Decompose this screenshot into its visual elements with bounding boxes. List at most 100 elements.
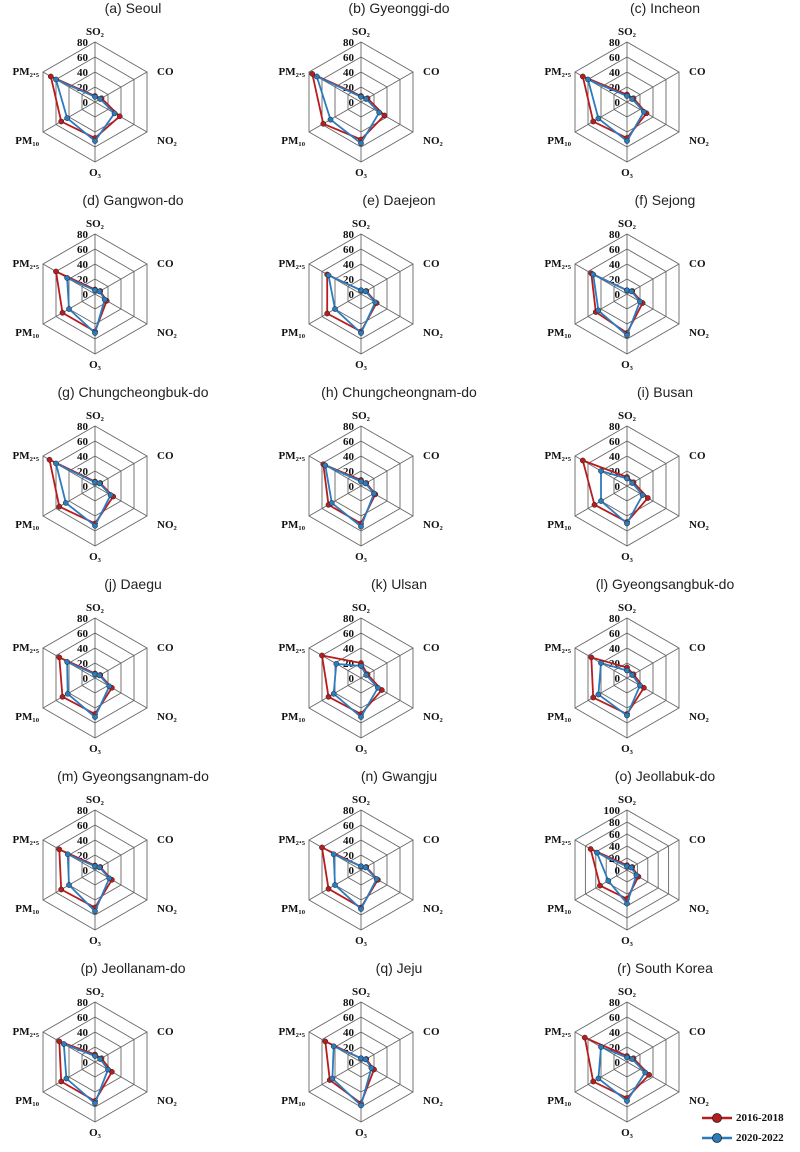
radar-panel-south-korea: (r) South Korea 0 20 40 60 80 SO₂ CO NO₂ O₃ PM₁₀ PM… xyxy=(532,960,798,1152)
series-2020-2022 xyxy=(329,1043,375,1109)
series-2020-2022-point xyxy=(92,1100,98,1107)
axis-label: PM₂.₅ xyxy=(279,1026,306,1038)
radar-panel-chungcheongnam-do: (h) Chungcheongnam-do 0 20 40 60 80 SO₂ CO NO₂ O₃… xyxy=(266,384,532,576)
axis-label: PM₁₀ xyxy=(281,135,305,147)
series-2016-2018-point xyxy=(319,844,325,851)
axis-label: NO₂ xyxy=(157,1095,178,1107)
axis-label: SO₂ xyxy=(86,26,105,38)
series-2020-2022-point xyxy=(595,115,602,122)
series-2020-2022-point xyxy=(358,140,364,147)
series-2016-2018-point xyxy=(56,503,63,510)
axis-label: SO₂ xyxy=(352,26,371,38)
radial-tick-label: 40 xyxy=(343,67,355,79)
radial-tick-label: 0 xyxy=(615,673,621,685)
legend-item-2020-2022: 2020-2022 xyxy=(700,1128,800,1148)
radial-tick-label: 20 xyxy=(343,274,355,286)
axis-label: O₃ xyxy=(89,743,102,755)
radial-tick-label: 60 xyxy=(609,244,621,256)
series-2016-2018-point xyxy=(58,118,65,125)
axis-label: O₃ xyxy=(621,359,634,371)
panel-title: (b) Gyeonggi-do xyxy=(348,0,450,16)
series-2020-2022-point xyxy=(624,900,630,907)
grid-spoke xyxy=(308,1061,362,1093)
series-2020-2022-point xyxy=(358,1102,364,1109)
series-2020-2022 xyxy=(64,851,113,915)
series-2016-2018-point xyxy=(46,456,53,463)
series-2020-2022-point xyxy=(629,1056,636,1062)
grid-spoke xyxy=(94,647,148,679)
series-2020-2022-point xyxy=(97,1056,104,1062)
series-2020-2022-point xyxy=(624,138,630,144)
axis-label: PM₁₀ xyxy=(15,711,39,723)
radial-tick-label: 0 xyxy=(349,97,355,109)
radial-tick-label: 20 xyxy=(77,658,89,670)
axis-label: O₃ xyxy=(355,743,368,755)
radial-tick-label: 0 xyxy=(615,865,621,877)
axis-label: O₃ xyxy=(89,1127,102,1139)
axis-label: O₃ xyxy=(355,1127,368,1139)
radar-panel-chungcheongbuk-do: (g) Chungcheongbuk-do 0 20 40 60 80 SO₂ CO NO₂ O₃… xyxy=(0,384,266,576)
series-2020-2022 xyxy=(64,659,113,720)
radial-tick-label: 0 xyxy=(83,673,89,685)
axis-label: PM₂.₅ xyxy=(545,834,572,846)
axis-label: PM₁₀ xyxy=(547,711,571,723)
series-2016-2018-point xyxy=(325,885,332,892)
series-2020-2022-point xyxy=(64,690,71,697)
radial-tick-label: 40 xyxy=(77,1027,89,1039)
axis-label: SO₂ xyxy=(86,410,105,422)
radial-tick-label: 40 xyxy=(77,643,89,655)
series-2020-2022 xyxy=(53,76,118,144)
grid-spoke xyxy=(42,485,96,517)
grid-spoke xyxy=(626,293,680,325)
grid-spoke xyxy=(360,1031,414,1063)
series-2020-2022-point xyxy=(590,271,597,278)
grid-spoke xyxy=(574,1061,628,1093)
axis-label: PM₂.₅ xyxy=(13,834,40,846)
series-2020-2022-point xyxy=(96,480,103,487)
radar-panel-gyeongsangbuk-do: (l) Gyeongsangbuk-do 0 20 40 60 80 SO₂ CO NO₂ O₃ P… xyxy=(532,576,798,768)
axis-label: PM₁₀ xyxy=(15,903,39,915)
radial-tick-label: 80 xyxy=(343,421,355,433)
series-2020-2022-point xyxy=(641,108,647,115)
series-2020-2022-line xyxy=(331,1044,373,1108)
grid-spoke xyxy=(574,101,628,133)
series-2020-2022-point xyxy=(92,93,98,100)
radial-tick-label: 0 xyxy=(349,481,355,493)
axis-label: CO xyxy=(423,1026,440,1038)
axis-label: NO₂ xyxy=(423,1095,444,1107)
series-2020-2022-point xyxy=(624,332,630,339)
grid-spoke xyxy=(626,101,680,133)
radial-tick-label: 0 xyxy=(349,673,355,685)
grid-spoke xyxy=(574,293,628,325)
radial-tick-label: 80 xyxy=(609,997,621,1009)
radial-tick-label: 0 xyxy=(83,1057,89,1069)
axis-label: CO xyxy=(689,1026,706,1038)
series-2020-2022-point xyxy=(358,523,364,530)
series-2020-2022-point xyxy=(105,1066,111,1073)
series-2016-2018-point xyxy=(53,268,59,275)
axis-label: PM₁₀ xyxy=(281,903,305,915)
radial-tick-label: 0 xyxy=(83,481,89,493)
series-2016-2018-point xyxy=(591,501,598,508)
series-2016-2018-point xyxy=(590,694,597,701)
series-2020-2022-point xyxy=(629,480,636,486)
series-2020-2022-point xyxy=(358,93,364,100)
axis-label: SO₂ xyxy=(618,218,637,230)
series-2020-2022-point xyxy=(362,1056,369,1063)
legend-swatch-2020-2022 xyxy=(702,1133,732,1143)
axis-label: NO₂ xyxy=(157,903,178,915)
axis-label: NO₂ xyxy=(157,327,178,339)
radial-tick-label: 40 xyxy=(343,643,355,655)
axis-label: PM₂.₅ xyxy=(13,66,40,78)
axis-label: NO₂ xyxy=(689,711,710,723)
axis-label: CO xyxy=(689,450,706,462)
series-2020-2022-point xyxy=(628,288,635,295)
legend-swatch-2016-2018 xyxy=(702,1113,732,1123)
grid-spoke xyxy=(94,869,148,901)
series-2020-2022-point xyxy=(637,298,643,305)
